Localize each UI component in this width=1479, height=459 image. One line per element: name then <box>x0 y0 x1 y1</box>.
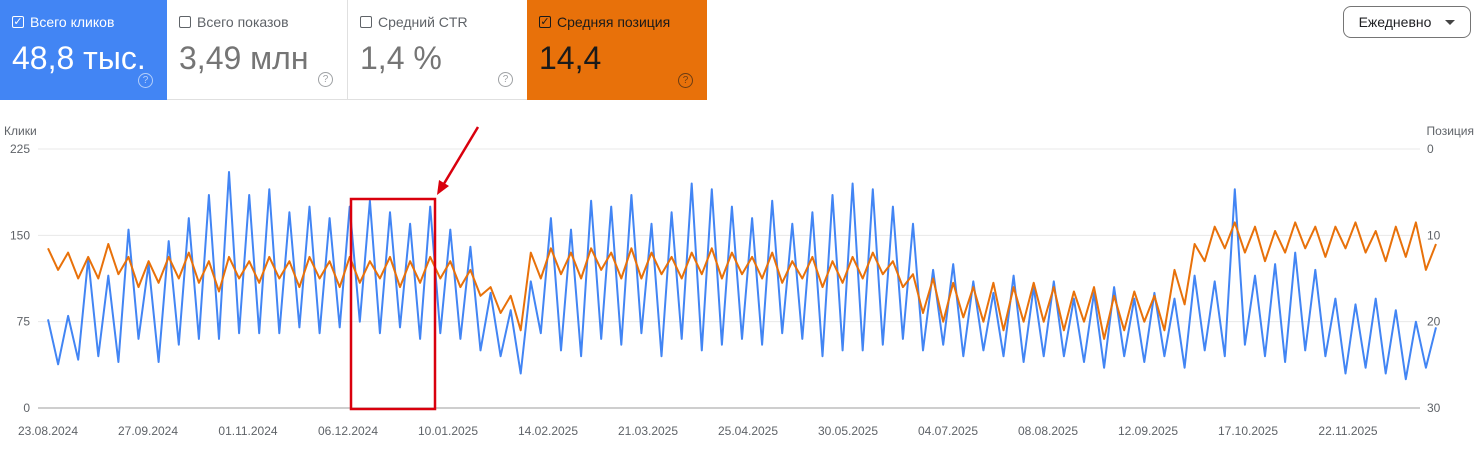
metric-label: Средняя позиция <box>557 14 671 30</box>
metric-value: 1,4 % <box>360 40 442 76</box>
metric-card-impressions[interactable]: Всего показов 3,49 млн ? <box>167 0 347 100</box>
x-tick-label: 25.04.2025 <box>718 424 778 438</box>
right-tick-label: 30 <box>1427 401 1441 415</box>
check-icon[interactable]: ✓ <box>539 15 551 28</box>
metric-value: 3,49 млн <box>179 40 309 76</box>
left-tick-label: 0 <box>23 401 30 415</box>
x-tick-label: 30.05.2025 <box>818 424 878 438</box>
x-tick-label: 04.07.2025 <box>918 424 978 438</box>
question-circle-icon[interactable]: ? <box>498 72 513 87</box>
x-tick-label: 21.03.2025 <box>618 424 678 438</box>
left-tick-label: 75 <box>17 315 31 329</box>
checkbox-icon[interactable] <box>179 16 191 28</box>
x-tick-label: 08.08.2025 <box>1018 424 1078 438</box>
position-series-line <box>47 221 1437 340</box>
right-tick-label: 0 <box>1427 142 1434 156</box>
question-circle-icon[interactable]: ? <box>318 72 333 87</box>
x-tick-label: 01.11.2024 <box>218 424 277 438</box>
left-tick-label: 150 <box>10 228 30 242</box>
granularity-dropdown[interactable]: Ежедневно <box>1343 6 1471 38</box>
x-tick-label: 10.01.2025 <box>418 424 478 438</box>
metric-card-ctr[interactable]: Средний CTR 1,4 % ? <box>347 0 527 100</box>
x-tick-label: 14.02.2025 <box>518 424 578 438</box>
x-tick-label: 22.11.2025 <box>1318 424 1377 438</box>
right-tick-label: 10 <box>1427 228 1441 242</box>
metric-label: Всего показов <box>197 14 289 30</box>
right-axis-label: Позиция <box>1427 124 1474 138</box>
x-tick-label: 12.09.2025 <box>1118 424 1178 438</box>
metric-card-clicks[interactable]: ✓ Всего кликов 48,8 тыс. ? <box>0 0 167 100</box>
metric-card-position[interactable]: ✓ Средняя позиция 14,4 ? <box>527 0 707 100</box>
dropdown-value: Ежедневно <box>1358 14 1432 30</box>
caret-down-icon <box>1445 19 1456 25</box>
question-circle-icon[interactable]: ? <box>138 73 153 88</box>
metric-label: Средний CTR <box>378 14 468 30</box>
metric-value: 14,4 <box>539 40 602 76</box>
question-circle-icon[interactable]: ? <box>678 73 693 88</box>
x-tick-label: 17.10.2025 <box>1218 424 1278 438</box>
x-tick-label: 06.12.2024 <box>318 424 378 438</box>
left-axis-label: Клики <box>4 124 37 138</box>
x-tick-label: 23.08.2024 <box>18 424 78 438</box>
left-tick-label: 225 <box>10 142 30 156</box>
highlight-box <box>349 197 437 411</box>
metric-label: Всего кликов <box>30 14 115 30</box>
check-icon[interactable]: ✓ <box>12 15 24 28</box>
x-tick-label: 27.09.2024 <box>118 424 178 438</box>
checkbox-icon[interactable] <box>360 16 372 28</box>
metric-value: 48,8 тыс. <box>12 40 146 76</box>
clicks-series-line <box>47 171 1437 381</box>
right-tick-label: 20 <box>1427 315 1441 329</box>
arrow-annotation <box>437 126 480 195</box>
